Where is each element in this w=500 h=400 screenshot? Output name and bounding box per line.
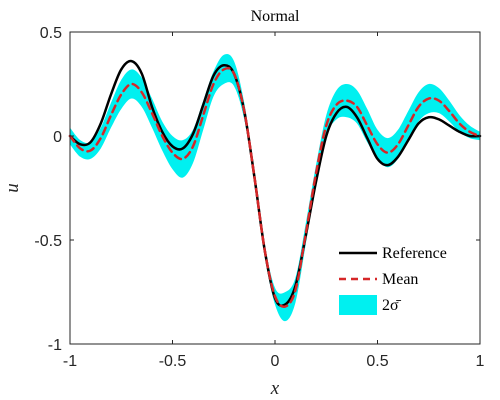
y-axis: -1 -0.5 0 0.5: [34, 25, 480, 354]
legend-label-band: 2σ̄: [382, 297, 402, 314]
legend: Reference Mean 2σ̄: [339, 245, 447, 315]
y-tick-label: 0.5: [40, 25, 62, 42]
y-tick-label: -1: [48, 337, 62, 354]
x-tick-label: 0: [271, 353, 280, 370]
x-axis-label: x: [270, 378, 280, 399]
series-line-mean: [68, 66, 482, 309]
legend-label-reference: Reference: [382, 245, 447, 262]
y-tick-label: -0.5: [34, 233, 62, 250]
series-band-2sigma: [70, 53, 480, 322]
chart-title: Normal: [251, 8, 300, 25]
y-axis-label: u: [2, 183, 23, 193]
x-axis: -1 -0.5 0 0.5 1: [63, 32, 485, 370]
legend-label-mean: Mean: [382, 271, 418, 288]
x-tick-label: -0.5: [159, 353, 187, 370]
x-tick-label: 1: [476, 353, 485, 370]
x-tick-label: -1: [63, 353, 77, 370]
x-tick-label: 0.5: [366, 353, 388, 370]
plot-area: [68, 53, 482, 322]
legend-swatch-band: [339, 295, 377, 315]
y-tick-label: 0: [53, 129, 62, 146]
